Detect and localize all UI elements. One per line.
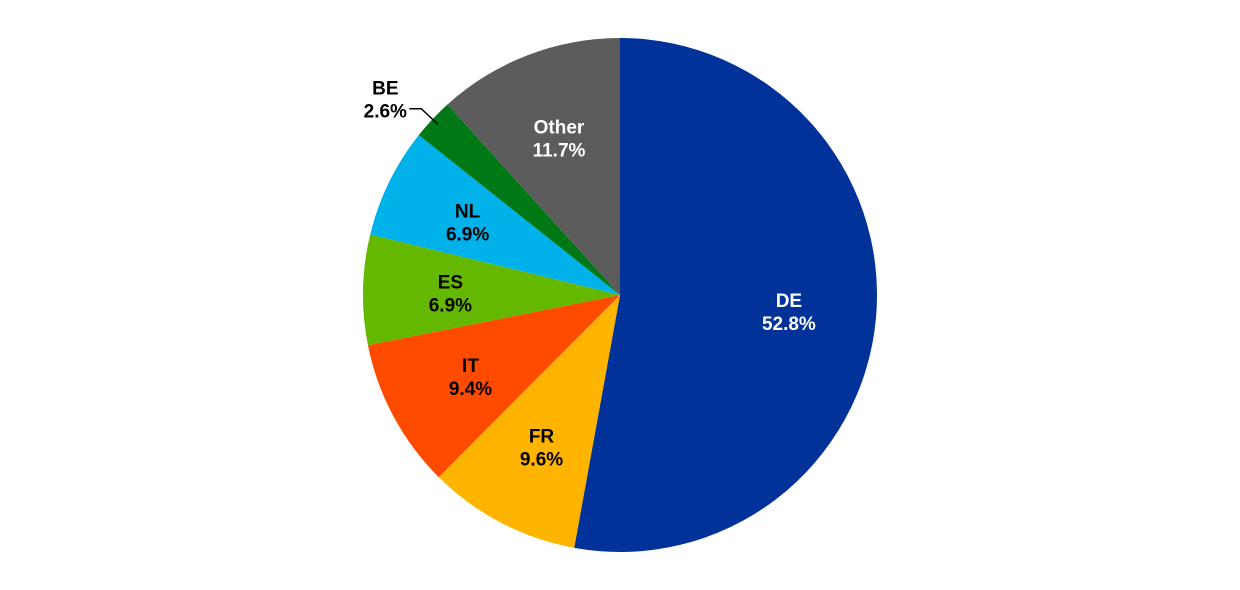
pie-leader-lines [409, 107, 439, 126]
pie-slice-de [574, 38, 878, 552]
slice-label-de: DE [776, 291, 802, 312]
slice-value-label-be: 2.6% [364, 102, 407, 123]
slice-label-nl: NL [455, 202, 481, 223]
pie-slice-be [418, 104, 620, 295]
slice-value-label-other: 11.7% [533, 141, 586, 162]
leader-line-be [409, 107, 439, 126]
pie-slice-fr [438, 295, 620, 548]
slice-label-other: Other [534, 118, 585, 139]
slice-value-label-it: 9.4% [449, 379, 492, 400]
pie-slice-it [367, 295, 620, 478]
slice-label-fr: FR [529, 426, 555, 447]
pie-slice-other [447, 38, 620, 295]
pie-slice-es [363, 234, 620, 346]
slice-value-label-fr: 9.6% [520, 449, 563, 470]
pie-slices [363, 38, 878, 552]
slice-label-it: IT [462, 356, 479, 377]
slice-value-label-nl: 6.9% [446, 225, 489, 246]
slice-label-be: BE [372, 79, 398, 100]
slice-label-es: ES [438, 273, 463, 294]
pie-labels: DE52.8%FR9.6%IT9.4%ES6.9%NL6.9%BE2.6%Oth… [364, 79, 816, 471]
slice-value-label-es: 6.9% [429, 296, 472, 317]
slice-value-label-de: 52.8% [762, 314, 816, 335]
pie-slice-nl [370, 135, 620, 295]
